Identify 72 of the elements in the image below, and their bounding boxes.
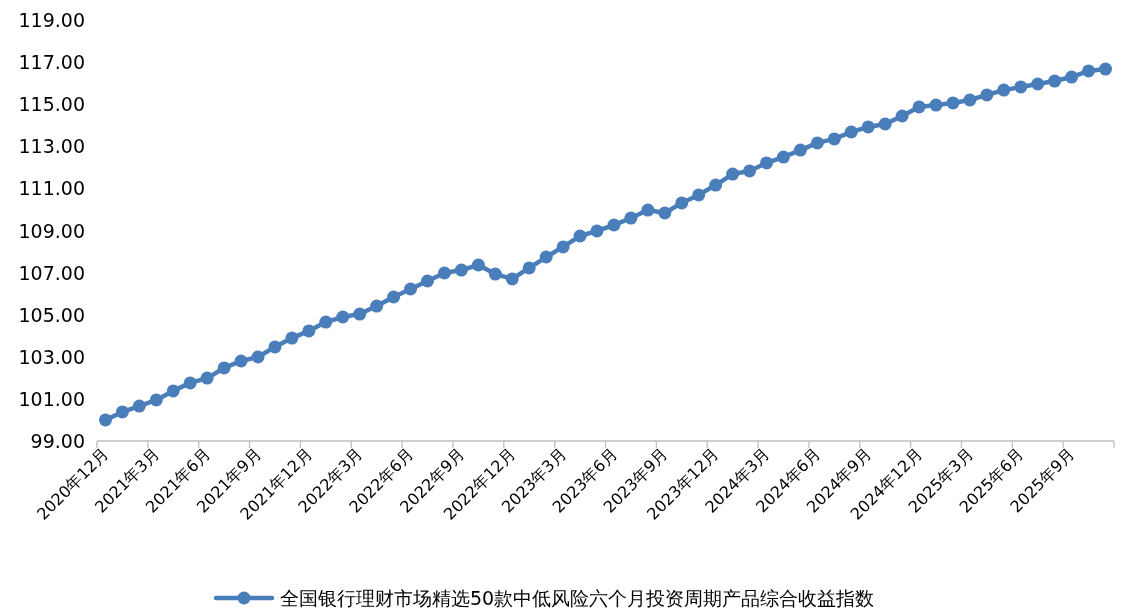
point bbox=[844, 125, 858, 139]
point bbox=[1082, 64, 1096, 78]
point bbox=[776, 150, 790, 164]
point bbox=[302, 324, 316, 338]
point bbox=[624, 211, 638, 225]
point bbox=[132, 399, 146, 413]
y-tick-label: 115.00 bbox=[18, 93, 85, 116]
point bbox=[743, 164, 757, 178]
y-tick-label: 101.00 bbox=[18, 387, 85, 410]
point bbox=[810, 136, 824, 150]
point bbox=[336, 310, 350, 324]
point bbox=[1014, 80, 1028, 94]
point bbox=[1031, 77, 1045, 91]
point bbox=[929, 98, 943, 112]
point bbox=[404, 282, 418, 296]
y-tick-label: 103.00 bbox=[18, 345, 85, 368]
y-tick-label: 99.00 bbox=[30, 430, 85, 452]
y-tick-label: 117.00 bbox=[18, 51, 85, 74]
y-tick-label: 119.00 bbox=[18, 9, 85, 31]
point bbox=[760, 156, 774, 170]
point bbox=[268, 340, 282, 354]
point bbox=[285, 331, 299, 345]
point bbox=[827, 132, 841, 146]
point bbox=[437, 266, 451, 280]
point bbox=[692, 188, 706, 202]
point bbox=[878, 117, 892, 131]
point bbox=[1048, 74, 1062, 88]
point bbox=[895, 109, 909, 123]
point bbox=[149, 393, 163, 407]
point bbox=[387, 290, 401, 304]
point bbox=[217, 361, 231, 375]
legend: 全国银行理财市场精选50款中低风险六个月投资周期产品综合收益指数 bbox=[213, 587, 875, 609]
y-tick-label: 107.00 bbox=[18, 261, 85, 284]
point bbox=[726, 167, 740, 181]
point bbox=[234, 354, 248, 368]
point bbox=[861, 120, 875, 134]
point bbox=[319, 315, 333, 329]
point bbox=[370, 299, 384, 313]
point bbox=[556, 240, 570, 254]
point bbox=[912, 100, 926, 114]
point bbox=[353, 307, 367, 321]
point bbox=[166, 384, 180, 398]
point bbox=[454, 263, 468, 277]
point bbox=[1065, 70, 1079, 84]
point bbox=[115, 405, 129, 419]
point bbox=[1099, 62, 1113, 76]
point bbox=[421, 274, 435, 288]
point bbox=[963, 93, 977, 107]
point bbox=[607, 218, 621, 232]
point bbox=[675, 196, 689, 210]
point bbox=[709, 178, 723, 192]
point bbox=[200, 371, 214, 385]
point bbox=[183, 376, 197, 390]
y-tick-label: 111.00 bbox=[18, 177, 85, 200]
point bbox=[573, 229, 587, 243]
point bbox=[997, 83, 1011, 97]
point bbox=[488, 267, 502, 281]
point bbox=[590, 224, 604, 238]
point bbox=[471, 258, 485, 272]
point bbox=[522, 261, 536, 275]
point bbox=[641, 203, 655, 217]
point bbox=[980, 88, 994, 102]
y-tick-label: 105.00 bbox=[18, 303, 85, 326]
point bbox=[946, 96, 960, 110]
y-tick-label: 113.00 bbox=[18, 135, 85, 158]
y-tick-label: 109.00 bbox=[18, 219, 85, 242]
point bbox=[505, 272, 519, 286]
point bbox=[539, 250, 553, 264]
point bbox=[98, 413, 112, 427]
point bbox=[793, 143, 807, 157]
point bbox=[251, 350, 265, 364]
point bbox=[658, 206, 672, 220]
